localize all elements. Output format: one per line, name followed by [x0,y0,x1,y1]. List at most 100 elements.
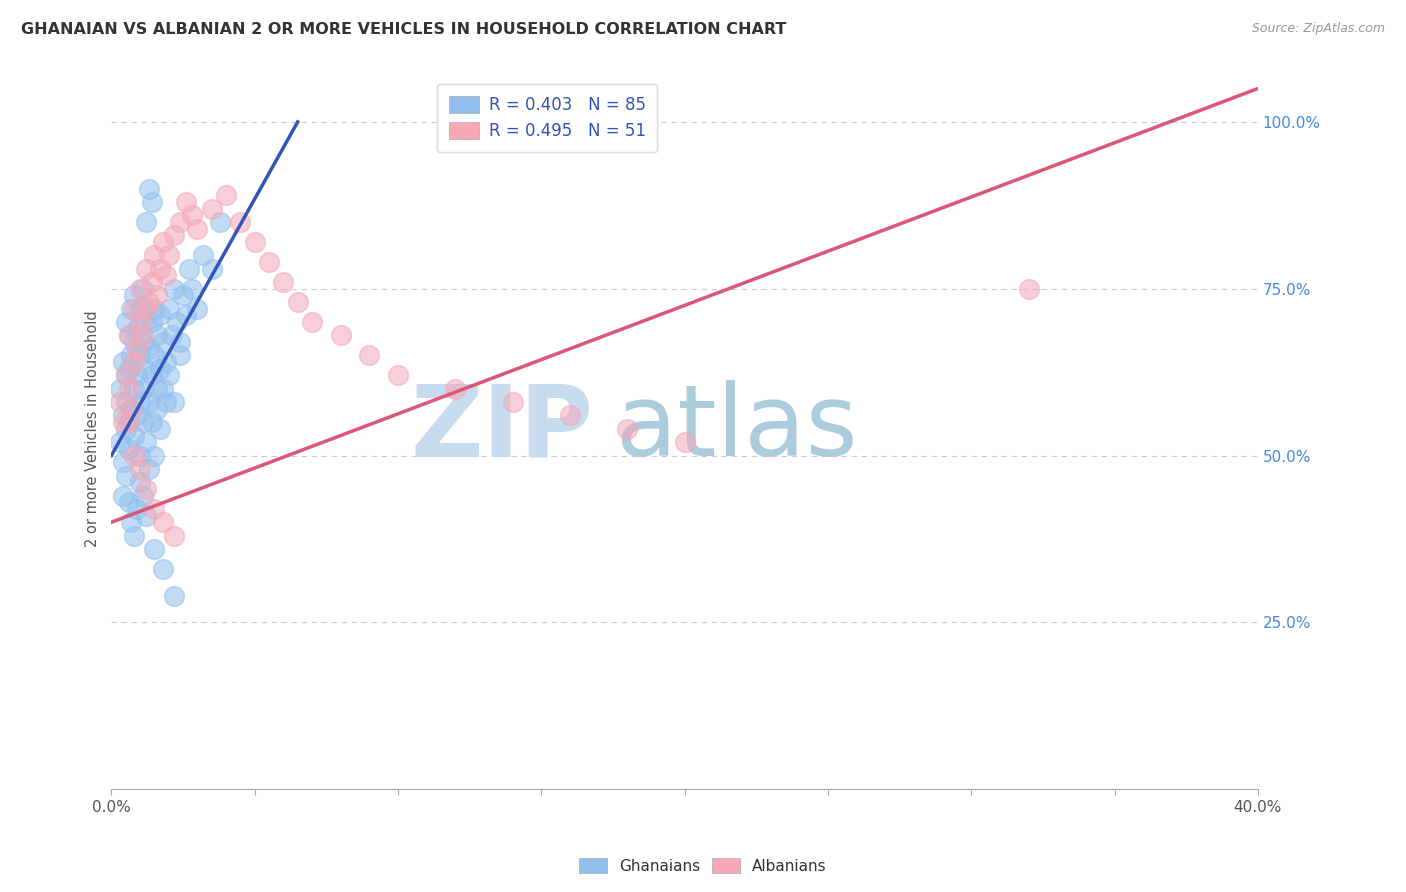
Point [114,468,136,483]
Point [673,435,696,450]
Point [138,181,160,195]
Point [387,368,409,383]
Point [121,401,143,416]
Point [138,295,160,310]
Point [141,194,163,209]
Point [1018,282,1040,296]
Point [124,528,146,542]
Point [141,368,163,383]
Point [172,288,194,302]
Point [121,401,143,416]
Point [155,268,177,283]
Point [229,215,252,229]
Point [135,435,157,450]
Point [124,288,146,302]
Point [329,328,352,343]
Point [129,462,152,476]
Point [149,309,172,323]
Point [163,395,186,409]
Point [444,382,467,396]
Point [135,482,157,496]
Point [160,328,183,343]
Point [114,395,136,409]
Point [149,261,172,276]
Point [215,188,238,202]
Point [121,515,143,529]
Point [243,235,266,249]
Point [114,315,136,329]
Point [132,335,155,350]
Point [152,235,174,249]
Point [146,401,169,416]
Point [135,301,157,316]
Point [108,395,131,409]
Point [117,382,139,396]
Text: ZIP: ZIP [411,380,593,477]
Point [124,335,146,350]
Point [169,335,191,350]
Point [129,301,152,316]
Point [121,301,143,316]
Point [111,489,134,503]
Point [141,275,163,289]
Point [149,361,172,376]
Point [157,248,180,262]
Point [166,315,188,329]
Point [143,348,166,362]
Point [273,275,295,289]
Point [177,261,200,276]
Legend: Ghanaians, Albanians: Ghanaians, Albanians [574,852,832,880]
Point [146,382,169,396]
Point [301,315,323,329]
Text: Source: ZipAtlas.com: Source: ZipAtlas.com [1251,22,1385,36]
Point [191,248,214,262]
Point [121,401,143,416]
Point [502,395,524,409]
Point [174,194,197,209]
Point [138,462,160,476]
Point [127,409,149,423]
Point [143,502,166,516]
Point [117,415,139,429]
Point [135,508,157,523]
Point [117,495,139,509]
Point [287,295,309,310]
Point [129,395,152,409]
Point [146,328,169,343]
Point [174,309,197,323]
Point [186,301,208,316]
Point [124,449,146,463]
Point [132,489,155,503]
Point [163,589,186,603]
Point [143,449,166,463]
Point [117,361,139,376]
Point [114,422,136,436]
Point [121,348,143,362]
Point [138,395,160,409]
Point [146,288,169,302]
Point [114,368,136,383]
Point [141,315,163,329]
Point [155,355,177,369]
Point [124,428,146,442]
Point [132,382,155,396]
Point [163,282,186,296]
Point [616,422,638,436]
Point [127,342,149,356]
Point [169,215,191,229]
Point [124,382,146,396]
Point [129,315,152,329]
Point [180,208,202,222]
Legend: R = 0.403   N = 85, R = 0.495   N = 51: R = 0.403 N = 85, R = 0.495 N = 51 [437,84,657,152]
Point [157,368,180,383]
Point [132,282,155,296]
Point [129,348,152,362]
Point [143,301,166,316]
Point [117,442,139,456]
Point [108,382,131,396]
Point [169,348,191,362]
Point [201,261,224,276]
Point [152,335,174,350]
Point [111,409,134,423]
Text: atlas: atlas [616,380,858,477]
